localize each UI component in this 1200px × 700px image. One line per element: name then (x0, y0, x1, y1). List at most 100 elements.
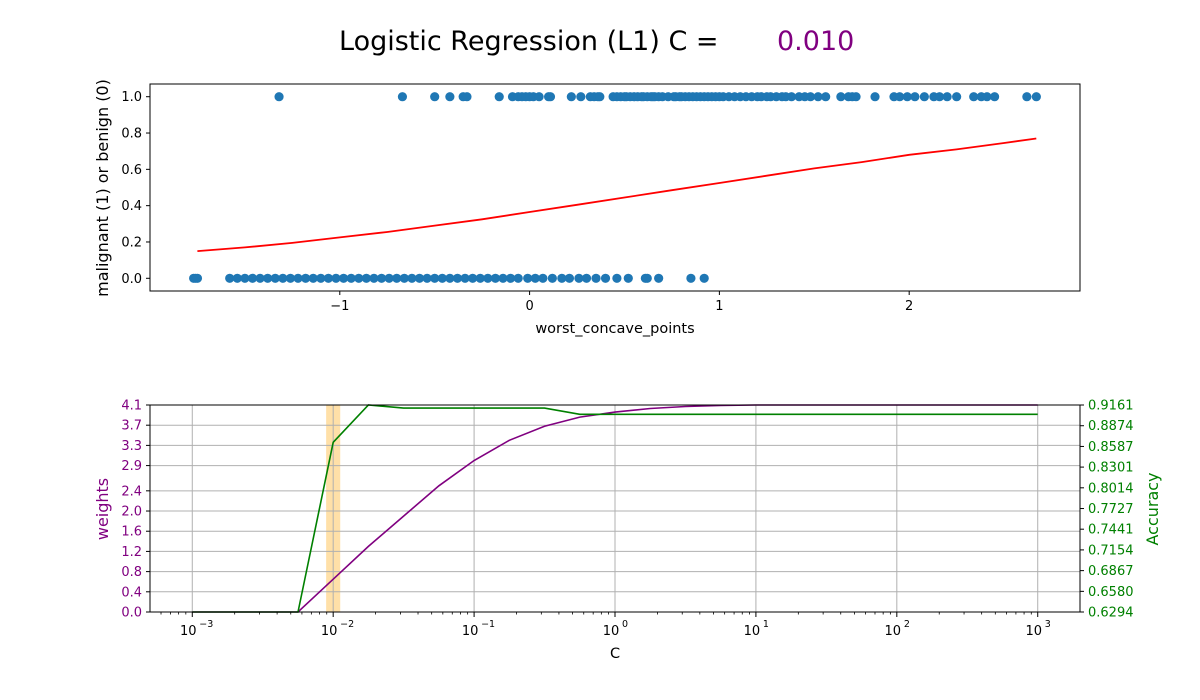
data-point-benign (278, 273, 288, 283)
weights-tick-label: 0.0 (121, 606, 142, 621)
data-point-benign (255, 273, 265, 283)
weights-y-ticks: 0.0 0.4 0.8 1.2 1.6 2.0 2.4 2.9 3.3 3.7 4.1 (121, 399, 150, 621)
weights-tick-label: 0.8 (121, 565, 142, 580)
data-point-malignant (895, 92, 905, 102)
data-point-benign (407, 273, 417, 283)
accuracy-line (192, 404, 1038, 613)
weights-tick-label: 1.2 (121, 545, 142, 560)
data-point-malignant (445, 92, 455, 102)
weights-tick-label: 1.6 (121, 525, 142, 540)
logistic-curve (197, 137, 1037, 252)
data-point-malignant (982, 92, 992, 102)
y-tick-label: 0.4 (121, 199, 142, 214)
accuracy-y-ticks: 0.6294 0.6580 0.6867 0.7154 0.7441 0.7727 0.80… (1080, 399, 1134, 621)
data-point-malignant (969, 92, 979, 102)
accuracy-tick-label: 0.7727 (1088, 502, 1134, 517)
weights-tick-label: 2.4 (121, 484, 142, 499)
data-point-benign (247, 273, 258, 283)
scatter-y-ticks: 0.0 0.2 0.4 0.6 0.8 1.0 (121, 90, 150, 287)
title-value: 0.010 (777, 26, 854, 57)
data-point-malignant (813, 92, 823, 102)
accuracy-tick-label: 0.8014 (1088, 481, 1134, 496)
data-point-benign (285, 273, 296, 283)
y-tick-label: 0.0 (121, 272, 142, 287)
scatter-x-label: worst_concave_points (535, 321, 694, 337)
data-point-benign (270, 273, 280, 283)
data-point-benign (392, 273, 402, 283)
data-point-benign (240, 273, 250, 283)
accuracy-tick-label: 0.9161 (1088, 399, 1134, 414)
scatter-points (189, 92, 1041, 283)
scatter-panel: −1 0 1 2 0.0 0.2 0.4 0.6 0.8 1.0 worst_concave_p… (93, 79, 1081, 337)
data-point-benign (523, 273, 533, 283)
data-point-benign (581, 273, 592, 283)
data-point-malignant (870, 92, 880, 102)
data-point-benign (376, 273, 387, 283)
x-tick-exponent: 0 (622, 619, 628, 630)
x-tick-exponent: 1 (763, 619, 769, 630)
x-tick-label: 10 (1025, 624, 1042, 639)
weights-tick-label: 3.7 (121, 419, 142, 434)
accuracy-y-label: Accuracy (1143, 472, 1162, 545)
data-point-benign (475, 273, 485, 283)
accuracy-tick-label: 0.6580 (1088, 585, 1134, 600)
data-point-benign (293, 273, 303, 283)
x-tick-label: 10 (885, 624, 902, 639)
data-point-malignant (566, 92, 576, 102)
data-point-benign (498, 273, 508, 283)
data-point-benign (192, 273, 203, 283)
data-point-malignant (805, 92, 816, 102)
scatter-axes-frame (149, 83, 1081, 292)
data-point-malignant (919, 92, 929, 102)
regularization-grid (150, 404, 1080, 613)
x-tick-exponent: 2 (904, 619, 910, 630)
data-point-benign (612, 273, 622, 283)
data-point-benign (437, 273, 447, 283)
accuracy-tick-label: 0.6294 (1088, 606, 1134, 621)
data-point-malignant (821, 92, 831, 102)
data-point-benign (574, 273, 584, 283)
data-point-benign (483, 273, 493, 283)
x-tick-exponent: 3 (1045, 619, 1051, 630)
data-point-benign (547, 273, 557, 283)
weights-y-label: weights (93, 478, 112, 540)
data-point-benign (369, 273, 379, 283)
data-point-benign (513, 273, 523, 283)
data-point-benign (490, 273, 501, 283)
accuracy-tick-label: 0.7441 (1088, 523, 1134, 538)
data-point-malignant (851, 92, 861, 102)
data-point-benign (564, 273, 575, 283)
data-point-benign (591, 273, 601, 283)
data-point-benign (699, 273, 709, 283)
accuracy-tick-label: 0.8874 (1088, 419, 1134, 434)
data-point-benign (623, 273, 633, 283)
data-point-malignant (786, 92, 797, 102)
data-point-benign (399, 273, 409, 283)
data-point-benign (600, 273, 611, 283)
weights-tick-label: 2.9 (121, 459, 142, 474)
data-point-benign (506, 273, 516, 283)
data-point-malignant (934, 92, 945, 102)
scatter-y-label: malignant (1) or benign (0) (93, 79, 112, 297)
C-x-ticks: 10 −3 10 −2 10 −1 10 0 10 1 10 2 10 3 (160, 612, 1051, 639)
data-point-benign (354, 273, 364, 283)
x-tick-label: −1 (330, 299, 349, 314)
x-tick-exponent: −1 (481, 619, 495, 630)
data-point-benign (530, 273, 540, 283)
data-point-benign (430, 273, 440, 283)
data-point-benign (686, 273, 696, 283)
data-point-benign (654, 273, 664, 283)
data-point-benign (414, 273, 425, 283)
data-point-malignant (902, 92, 912, 102)
data-point-benign (384, 273, 394, 283)
data-point-benign (642, 273, 652, 283)
data-point-benign (308, 273, 318, 283)
data-point-benign (331, 273, 341, 283)
data-point-benign (460, 273, 470, 283)
scatter-x-ticks: −1 0 1 2 (330, 291, 913, 314)
weights-tick-label: 2.0 (121, 505, 142, 520)
data-point-malignant (952, 92, 962, 102)
data-point-malignant (1031, 92, 1041, 102)
weights-tick-label: 3.3 (121, 439, 142, 454)
data-point-malignant (462, 92, 472, 102)
